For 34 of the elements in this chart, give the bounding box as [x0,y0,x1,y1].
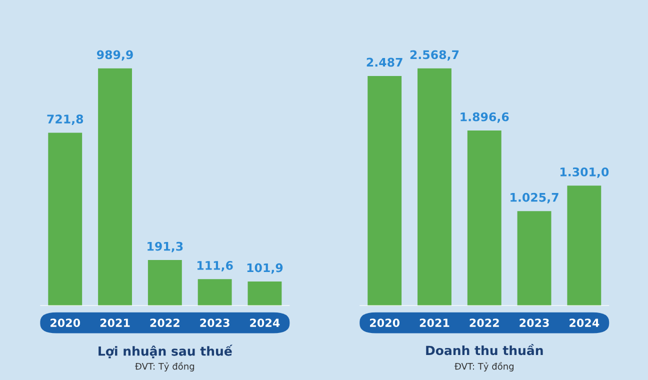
text: Lợi nhuận sau thuế [98,344,233,358]
data-label: 989,9 [96,50,133,61]
x-tick-label: 2023 [200,318,230,327]
data-label: 101,9 [247,263,283,274]
bar [48,132,82,306]
bar [517,211,552,306]
x-tick-label: 2021 [420,318,450,327]
bar [567,186,602,306]
x-tick-label: 2024 [570,318,600,327]
data-label: 1.025,7 [510,192,558,204]
bar [418,68,452,306]
bar [98,68,132,306]
bar [198,279,232,306]
text: ĐVT: Tỷ đồng [135,362,194,372]
x-tick-label: 2020 [50,318,80,327]
bar [248,281,282,306]
data-label: 2.568,7 [410,50,459,61]
x-tick-label: 2022 [470,318,499,327]
x-tick-label: 2020 [370,318,400,327]
bar [467,130,502,306]
x-tick-label: 2022 [150,318,180,327]
bar [148,260,182,306]
text: Doanh thu thuần [426,344,543,356]
bar [368,76,402,306]
data-label: 2.487 [366,58,402,67]
data-label: 191,3 [148,242,183,252]
data-label: 1.896,6 [460,112,509,123]
x-tick-label: 2021 [100,318,130,327]
data-label: 111,6 [197,260,233,272]
x-tick-label: 2024 [250,318,280,327]
data-label: 1.301,0 [560,167,609,178]
text: ĐVT: Tỷ đồng [454,362,514,372]
x-tick-label: 2023 [520,318,549,327]
data-label: 721,8 [47,114,84,125]
